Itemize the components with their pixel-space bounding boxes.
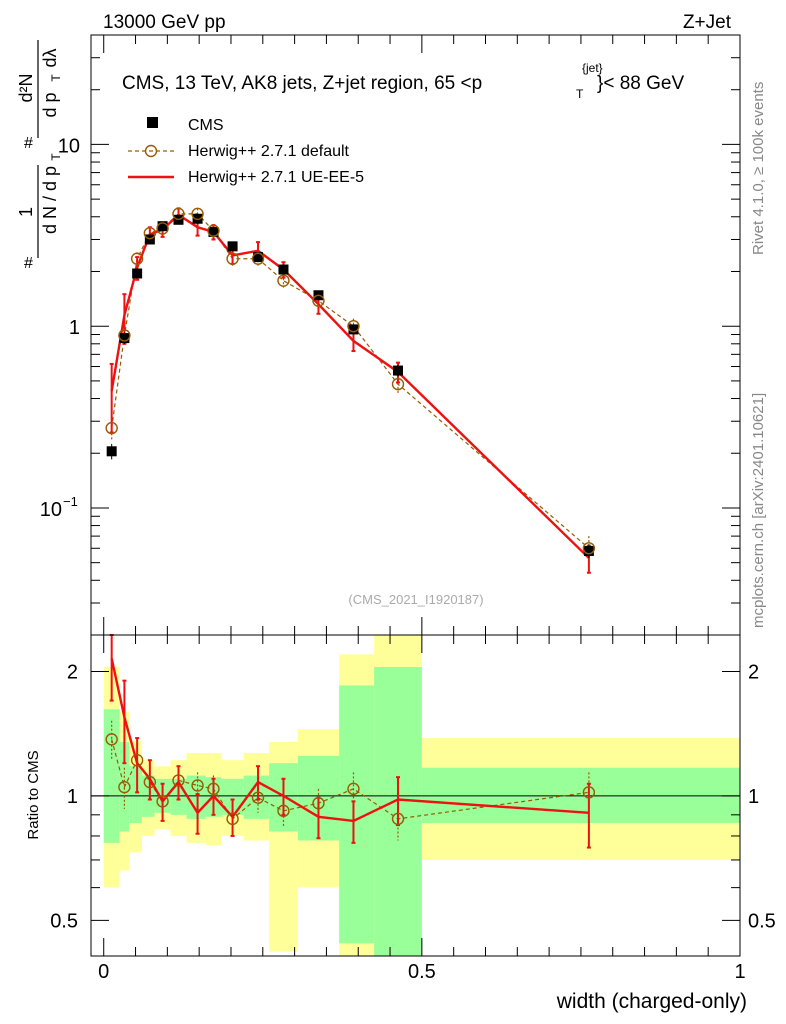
ratio-default-point <box>347 782 360 796</box>
ylabel-dndpt: d N / d p <box>40 166 60 234</box>
cms-point <box>393 365 404 376</box>
ratio-default-point <box>277 804 290 818</box>
cms-point <box>119 333 130 344</box>
default-point <box>172 207 185 221</box>
ylabel-d2n: d²N <box>16 73 36 102</box>
band-inner-2 <box>129 766 142 823</box>
main-ytick-exp: −1 <box>63 494 78 509</box>
legend-cms-marker <box>147 117 158 128</box>
ratio-series <box>105 634 596 849</box>
x-axis-label: width (charged-only) <box>556 990 747 1013</box>
default-point <box>226 252 239 265</box>
ylabel-dlambda: dλ <box>40 48 60 67</box>
main-title: CMS, 13 TeV, AK8 jets, Z+jet region, 65 … <box>122 61 684 101</box>
mcplots-label: mcplots.cern.ch [arXiv:2401.10621] <box>750 393 767 628</box>
default-line <box>111 213 590 549</box>
legend-ueee5-label: Herwig++ 2.7.1 UE-EE-5 <box>188 169 364 186</box>
ratio-default-point <box>391 812 405 826</box>
ylabel-hash: # <box>24 255 33 272</box>
ratio-default-point <box>130 753 144 767</box>
default-point <box>582 542 596 555</box>
ratio-default-point <box>207 782 220 796</box>
cms-point <box>132 268 143 279</box>
ratio-ytick-label-left: 0.5 <box>50 910 78 932</box>
ratio-ytick-label-right: 1 <box>748 786 759 808</box>
ratio-ytick-label-left: 2 <box>67 661 78 683</box>
ylabel-dpt: d p <box>40 92 60 117</box>
main-ytick-label: 10 <box>58 135 80 157</box>
main-ytick-label: 10 <box>40 499 62 521</box>
cms-point <box>227 241 238 252</box>
ratio-default-point <box>226 812 239 826</box>
ratio-ytick-label-right: 0.5 <box>748 910 776 932</box>
default-point <box>143 226 157 240</box>
cms-point <box>253 252 264 263</box>
title-sup: {jet} <box>582 61 603 75</box>
x-tick-label: 0 <box>98 961 109 983</box>
title-prefix: CMS, 13 TeV, AK8 jets, Z+jet region, 65 … <box>122 73 482 94</box>
legend: CMS Herwig++ 2.7.1 default Herwig++ 2.7.… <box>128 117 364 186</box>
ratio-default-point <box>312 797 325 810</box>
ylabel-dndpt-sub: T <box>49 153 63 161</box>
ratio-default-point <box>172 774 185 787</box>
cms-point <box>144 234 155 245</box>
default-point <box>191 207 204 221</box>
cms-point <box>278 264 289 275</box>
cms-point <box>157 221 168 232</box>
cms-point <box>208 226 219 237</box>
default-point <box>347 319 360 333</box>
ratio-default-point <box>118 780 131 794</box>
ratio-default-point <box>156 795 169 808</box>
x-tick-label: 0.5 <box>408 961 436 983</box>
default-point <box>312 294 325 307</box>
legend-default-label: Herwig++ 2.7.1 default <box>188 143 350 160</box>
main-series <box>105 207 596 574</box>
default-point <box>130 252 144 265</box>
ratio-frame <box>90 634 741 957</box>
ratio-default-point <box>143 775 157 789</box>
ratio-ytick-label-right: 2 <box>748 661 759 683</box>
ylabel-dpt-sub: T <box>49 74 63 82</box>
default-point <box>277 274 290 287</box>
band-inner-14 <box>421 767 740 823</box>
default-point <box>105 421 118 435</box>
default-point <box>251 252 265 265</box>
title-sub: T <box>576 87 584 101</box>
rivet-label: Rivet 4.1.0, ≥ 100k events <box>750 82 767 255</box>
ylabel-hash-2: # <box>24 135 33 152</box>
legend-cms-label: CMS <box>188 117 224 134</box>
band-inner-8 <box>221 778 244 815</box>
default-point <box>391 377 405 391</box>
ratio-uncertainty-bands <box>91 635 740 956</box>
title-suffix: }< 88 GeV <box>597 73 684 94</box>
default-point <box>156 222 169 235</box>
cms-point <box>348 324 359 335</box>
ratio-ytick-label-left: 1 <box>67 786 78 808</box>
main-ylabel: # 1 d N / d p T # d²N d p T dλ <box>16 40 63 272</box>
ueee5-line <box>110 213 590 559</box>
default-point <box>207 224 220 237</box>
ratio-default-point <box>191 779 204 792</box>
ylabel-one: 1 <box>16 207 36 217</box>
main-ytick-label: 1 <box>69 317 80 339</box>
ratio-default-point <box>582 786 596 799</box>
x-tick-label: 1 <box>734 961 745 983</box>
ratio-default-point <box>105 733 118 746</box>
default-point <box>118 329 131 342</box>
header-right: Z+Jet <box>683 12 732 33</box>
ratio-default-point <box>251 791 265 804</box>
analysis-id: (CMS_2021_I1920187) <box>348 592 483 607</box>
ratio-ylabel: Ratio to CMS <box>25 750 42 839</box>
cms-point <box>583 545 594 556</box>
header-left: 13000 GeV pp <box>103 12 226 33</box>
cms-point <box>106 446 117 457</box>
legend-default-marker <box>144 144 158 158</box>
